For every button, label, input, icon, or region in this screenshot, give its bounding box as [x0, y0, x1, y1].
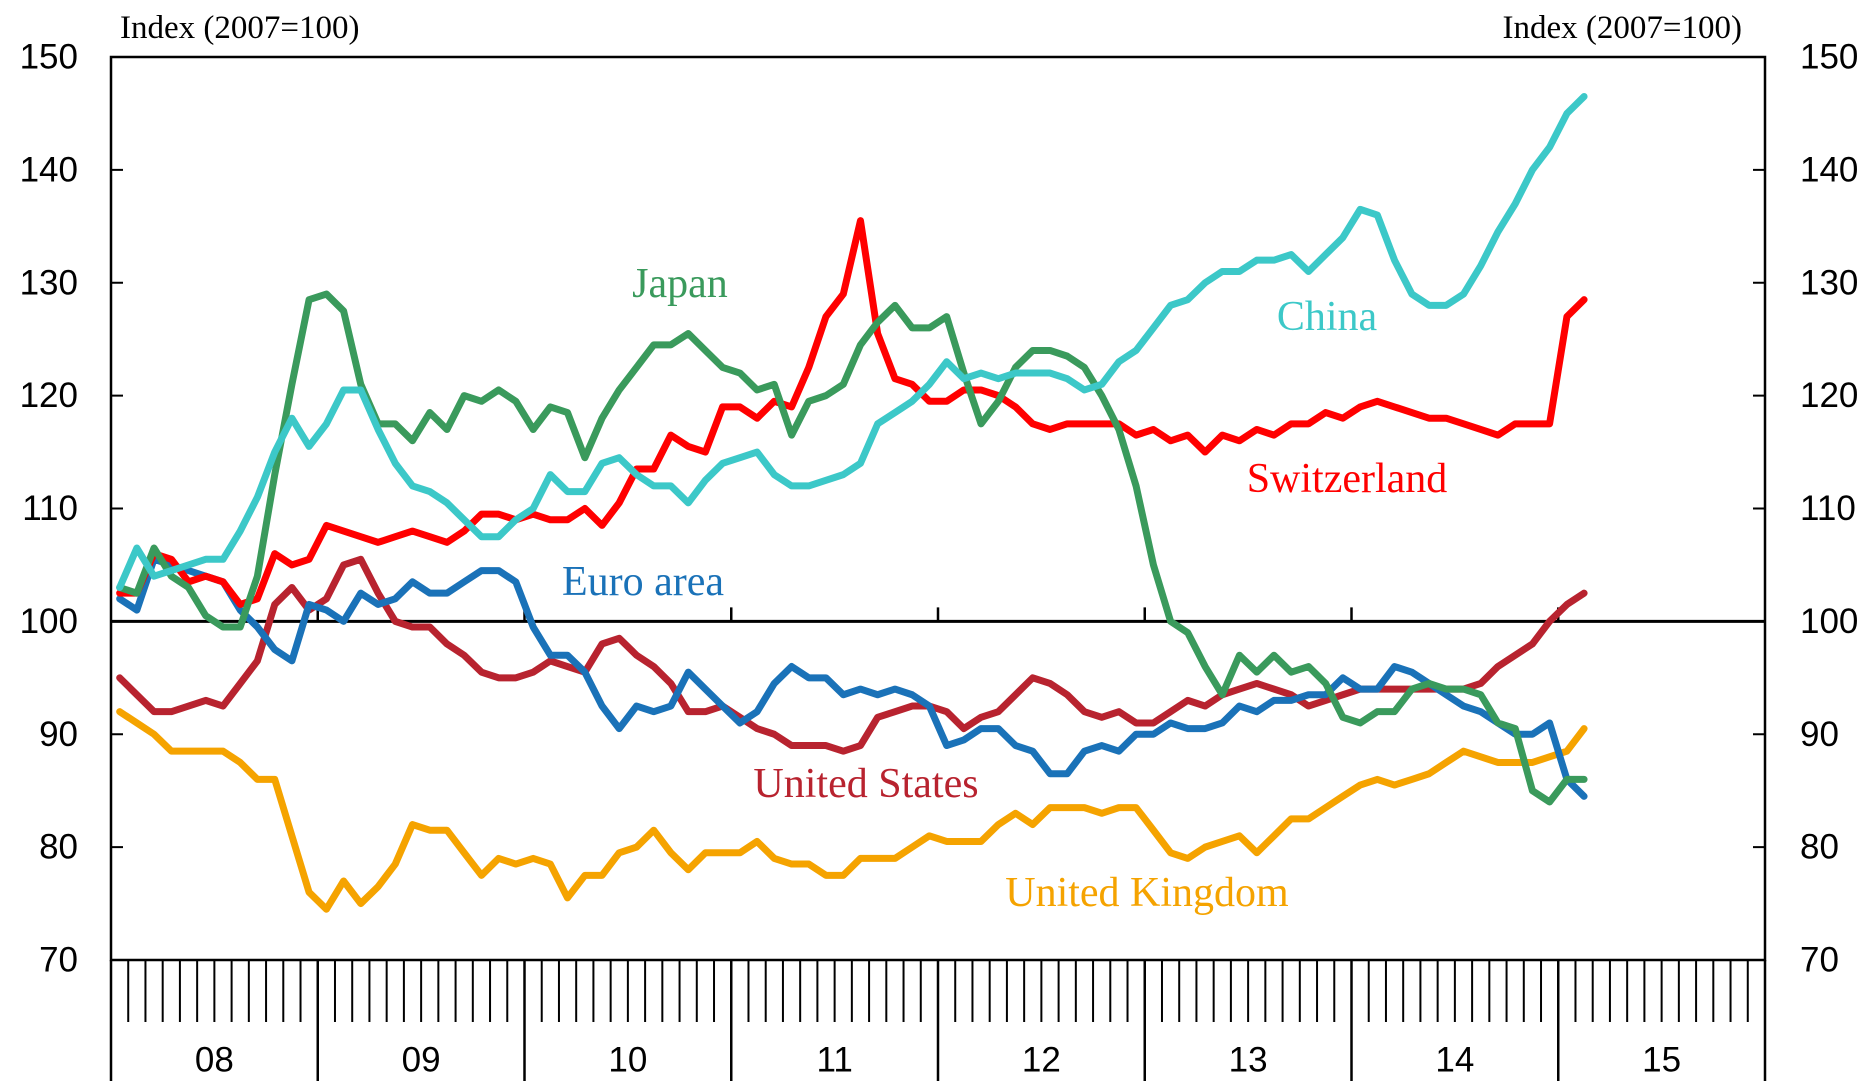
- y2-tick-label: 70: [1800, 941, 1839, 980]
- x-tick-label: 08: [195, 1041, 234, 1080]
- series-line: [116, 708, 1588, 913]
- y-tick-label: 70: [39, 941, 78, 980]
- series-label: Switzerland: [1247, 456, 1448, 502]
- series-label: China: [1277, 294, 1378, 340]
- y-axis-label: Index (2007=100): [120, 10, 359, 46]
- plot-frame: [109, 55, 1767, 962]
- y2-tick-label: 110: [1800, 489, 1856, 528]
- y-tick-label: 100: [20, 602, 78, 641]
- x-tick-label: 11: [816, 1041, 852, 1080]
- series-label: United States: [753, 761, 978, 807]
- y2-tick-label: 120: [1800, 376, 1858, 415]
- y2-tick-label: 90: [1800, 715, 1839, 754]
- series-line: [116, 555, 1588, 800]
- series-label: Euro area: [562, 559, 724, 605]
- series-line: [116, 555, 1588, 755]
- x-tick-label: 10: [608, 1041, 647, 1080]
- y-tick-label: 90: [39, 715, 78, 754]
- series-line: [116, 217, 1588, 608]
- series-label: Japan: [632, 261, 728, 307]
- y-tick-label: 150: [20, 38, 78, 77]
- x-tick-label: 15: [1642, 1041, 1681, 1080]
- series-label: United Kingdom: [1005, 870, 1289, 916]
- series-line: [116, 93, 1588, 592]
- y-tick-label: 120: [20, 376, 78, 415]
- x-tick-label: 13: [1229, 1041, 1268, 1080]
- y2-tick-label: 150: [1800, 38, 1858, 77]
- y2-axis-label: Index (2007=100): [1503, 10, 1742, 46]
- y-tick-label: 130: [20, 263, 78, 302]
- y-tick-label: 110: [22, 489, 78, 528]
- y2-tick-label: 130: [1800, 263, 1858, 302]
- x-tick-label: 12: [1022, 1041, 1061, 1080]
- x-tick-label: 09: [402, 1041, 441, 1080]
- y2-tick-label: 100: [1800, 602, 1858, 641]
- y2-tick-label: 80: [1800, 828, 1839, 867]
- y2-tick-label: 140: [1800, 150, 1858, 189]
- y-tick-label: 140: [20, 150, 78, 189]
- y-tick-label: 80: [39, 828, 78, 867]
- x-tick-label: 14: [1435, 1041, 1474, 1080]
